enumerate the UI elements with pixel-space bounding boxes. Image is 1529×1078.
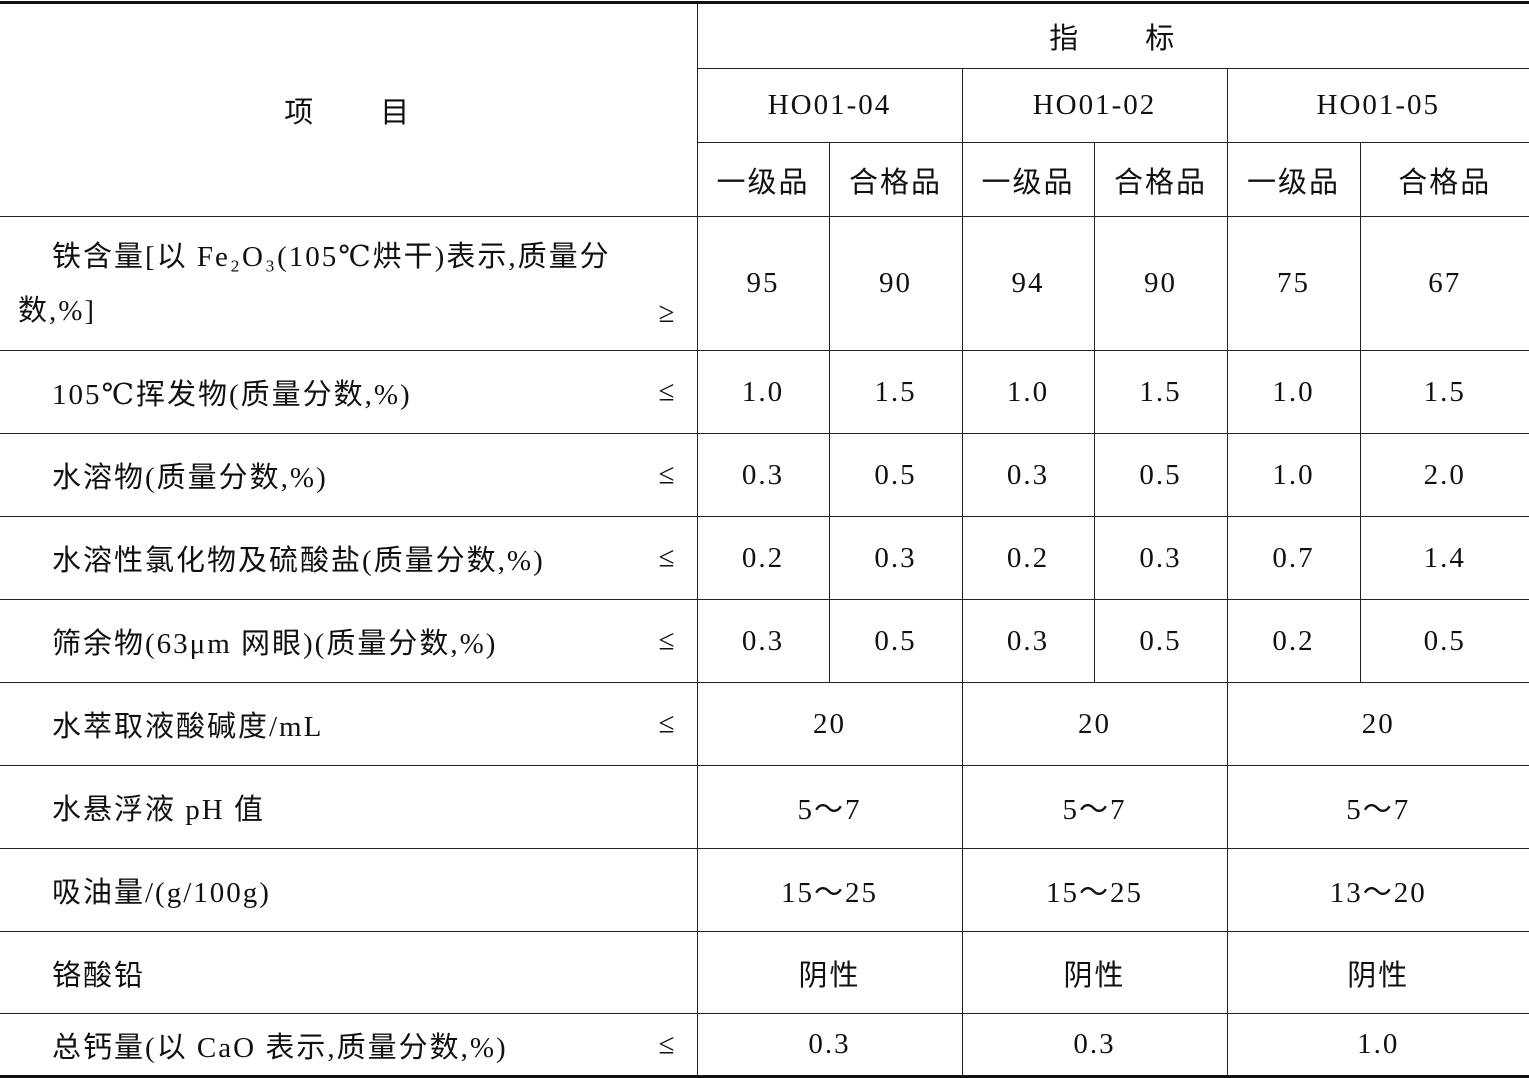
row-label: 水悬浮液 pH 值 [52,794,265,826]
limit-symbol: ≤ [658,624,677,657]
value-cell: 20 [696,682,963,766]
value-cell: 0.7 [1226,516,1361,600]
value-cell: 95 [696,216,830,351]
value-cell: 0.3 [961,599,1095,683]
value-cell: 0.3 [828,516,963,600]
row-label: 105℃挥发物(质量分数,%) [52,379,412,411]
value-cell: 1.0 [1226,1013,1529,1077]
header-item: 项 目 [0,2,698,217]
row-label-cell: 水溶物(质量分数,%) ≤ [0,433,698,517]
table-row: 铬酸铅 阴性 阴性 阴性 [0,931,1529,1014]
value-cell: 1.0 [961,350,1095,434]
value-cell: 0.5 [1093,599,1228,683]
value-cell: 13～20 [1226,848,1529,932]
row-label: 吸油量/(g/100g) [52,877,271,909]
value-cell: 90 [1093,216,1228,351]
value-cell: 0.3 [1093,516,1228,600]
value-cell: 1.0 [1226,433,1361,517]
value-cell: 阴性 [696,931,963,1014]
value-cell: 15～25 [961,848,1228,932]
value-cell: 0.2 [696,516,830,600]
value-cell: 5～7 [1226,765,1529,849]
row-label-cell: 铁含量[以 Fe₂O₃(105℃烘干)表示,质量分数,%] ≥ [0,216,698,351]
limit-symbol: ≤ [658,707,677,740]
value-cell: 5～7 [696,765,963,849]
header-grade: 一级品 [1226,142,1361,217]
header-model: HO01-05 [1226,68,1529,143]
table-row: 水悬浮液 pH 值 5～7 5～7 5～7 [0,765,1529,849]
value-cell: 0.2 [961,516,1095,600]
value-cell: 0.3 [696,433,830,517]
header-model: HO01-02 [961,68,1228,143]
value-cell: 0.5 [1093,433,1228,517]
row-label-cell: 水悬浮液 pH 值 [0,765,698,849]
value-cell: 1.4 [1359,516,1529,600]
limit-symbol: ≤ [658,375,677,408]
value-cell: 75 [1226,216,1361,351]
table-row: 筛余物(63μm 网眼)(质量分数,%) ≤0.3 0.5 0.3 0.5 0.2 0.5 [0,599,1529,683]
table-row: 105℃挥发物(质量分数,%) ≤1.0 1.5 1.0 1.5 1.0 1.5 [0,350,1529,434]
value-cell: 1.5 [1359,350,1529,434]
row-label-cell: 水萃取液酸碱度/mL ≤ [0,682,698,766]
value-cell: 15～25 [696,848,963,932]
value-cell: 0.2 [1226,599,1361,683]
header-model: HO01-04 [697,68,963,143]
value-cell: 0.5 [828,599,963,683]
value-cell: 2.0 [1359,433,1529,517]
row-label: 水溶性氯化物及硫酸盐(质量分数,%) [52,545,545,577]
value-cell: 94 [961,216,1095,351]
header-grade: 合格品 [1093,142,1228,217]
limit-symbol: ≤ [658,458,677,491]
value-cell: 0.5 [828,433,963,517]
value-cell: 0.5 [1359,599,1529,683]
row-label-cell: 水溶性氯化物及硫酸盐(质量分数,%) ≤ [0,516,698,600]
row-label: 筛余物(63μm 网眼)(质量分数,%) [52,628,498,660]
value-cell: 1.5 [1093,350,1228,434]
row-label: 水萃取液酸碱度/mL [52,711,324,743]
table-row: 铁含量[以 Fe₂O₃(105℃烘干)表示,质量分数,%] ≥95 90 94 90 75… [0,216,1529,351]
value-cell: 5～7 [961,765,1228,849]
limit-symbol: ≥ [658,297,677,329]
value-cell: 1.5 [828,350,963,434]
value-cell: 阴性 [961,931,1228,1014]
value-cell: 阴性 [1226,931,1529,1014]
header-indicator: 指 标 [696,2,1529,69]
row-label: 铁含量[以 Fe₂O₃(105℃烘干)表示,质量分数,%] [18,240,611,327]
value-cell: 0.3 [961,1013,1228,1077]
table-row: 水溶性氯化物及硫酸盐(质量分数,%) ≤0.2 0.3 0.2 0.3 0.7 1.4 [0,516,1529,600]
header-grade: 一级品 [697,142,830,217]
value-cell: 0.3 [696,1013,963,1077]
value-cell: 0.3 [961,433,1095,517]
row-label: 水溶物(质量分数,%) [52,462,328,494]
value-cell: 67 [1359,216,1529,351]
row-label-cell: 铬酸铅 [0,931,698,1014]
table-row: 总钙量(以 CaO 表示,质量分数,%) ≤0.3 0.3 1.0 [0,1013,1529,1077]
row-label-cell: 吸油量/(g/100g) [0,848,698,932]
row-label-cell: 总钙量(以 CaO 表示,质量分数,%) ≤ [0,1013,698,1077]
table-row: 吸油量/(g/100g) 15～25 15～25 13～20 [0,848,1529,932]
value-cell: 1.0 [696,350,830,434]
limit-symbol: ≤ [658,541,677,574]
header-grade: 合格品 [1359,142,1529,217]
value-cell: 90 [828,216,963,351]
header-grade: 合格品 [828,142,963,217]
table-row: 水萃取液酸碱度/mL ≤20 20 20 [0,682,1529,766]
value-cell: 1.0 [1226,350,1361,434]
value-cell: 20 [1226,682,1529,766]
row-label: 总钙量(以 CaO 表示,质量分数,%) [52,1031,508,1064]
value-cell: 0.3 [696,599,830,683]
row-label: 铬酸铅 [52,959,146,992]
row-label-cell: 筛余物(63μm 网眼)(质量分数,%) ≤ [0,599,698,683]
row-label-cell: 105℃挥发物(质量分数,%) ≤ [0,350,698,434]
value-cell: 20 [961,682,1228,766]
limit-symbol: ≤ [658,1028,677,1060]
table-row: 水溶物(质量分数,%) ≤0.3 0.5 0.3 0.5 1.0 2.0 [0,433,1529,517]
header-grade: 一级品 [961,142,1095,217]
